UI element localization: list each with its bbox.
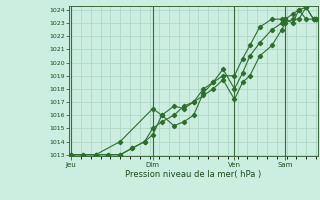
X-axis label: Pression niveau de la mer( hPa ): Pression niveau de la mer( hPa ) [125, 170, 262, 179]
